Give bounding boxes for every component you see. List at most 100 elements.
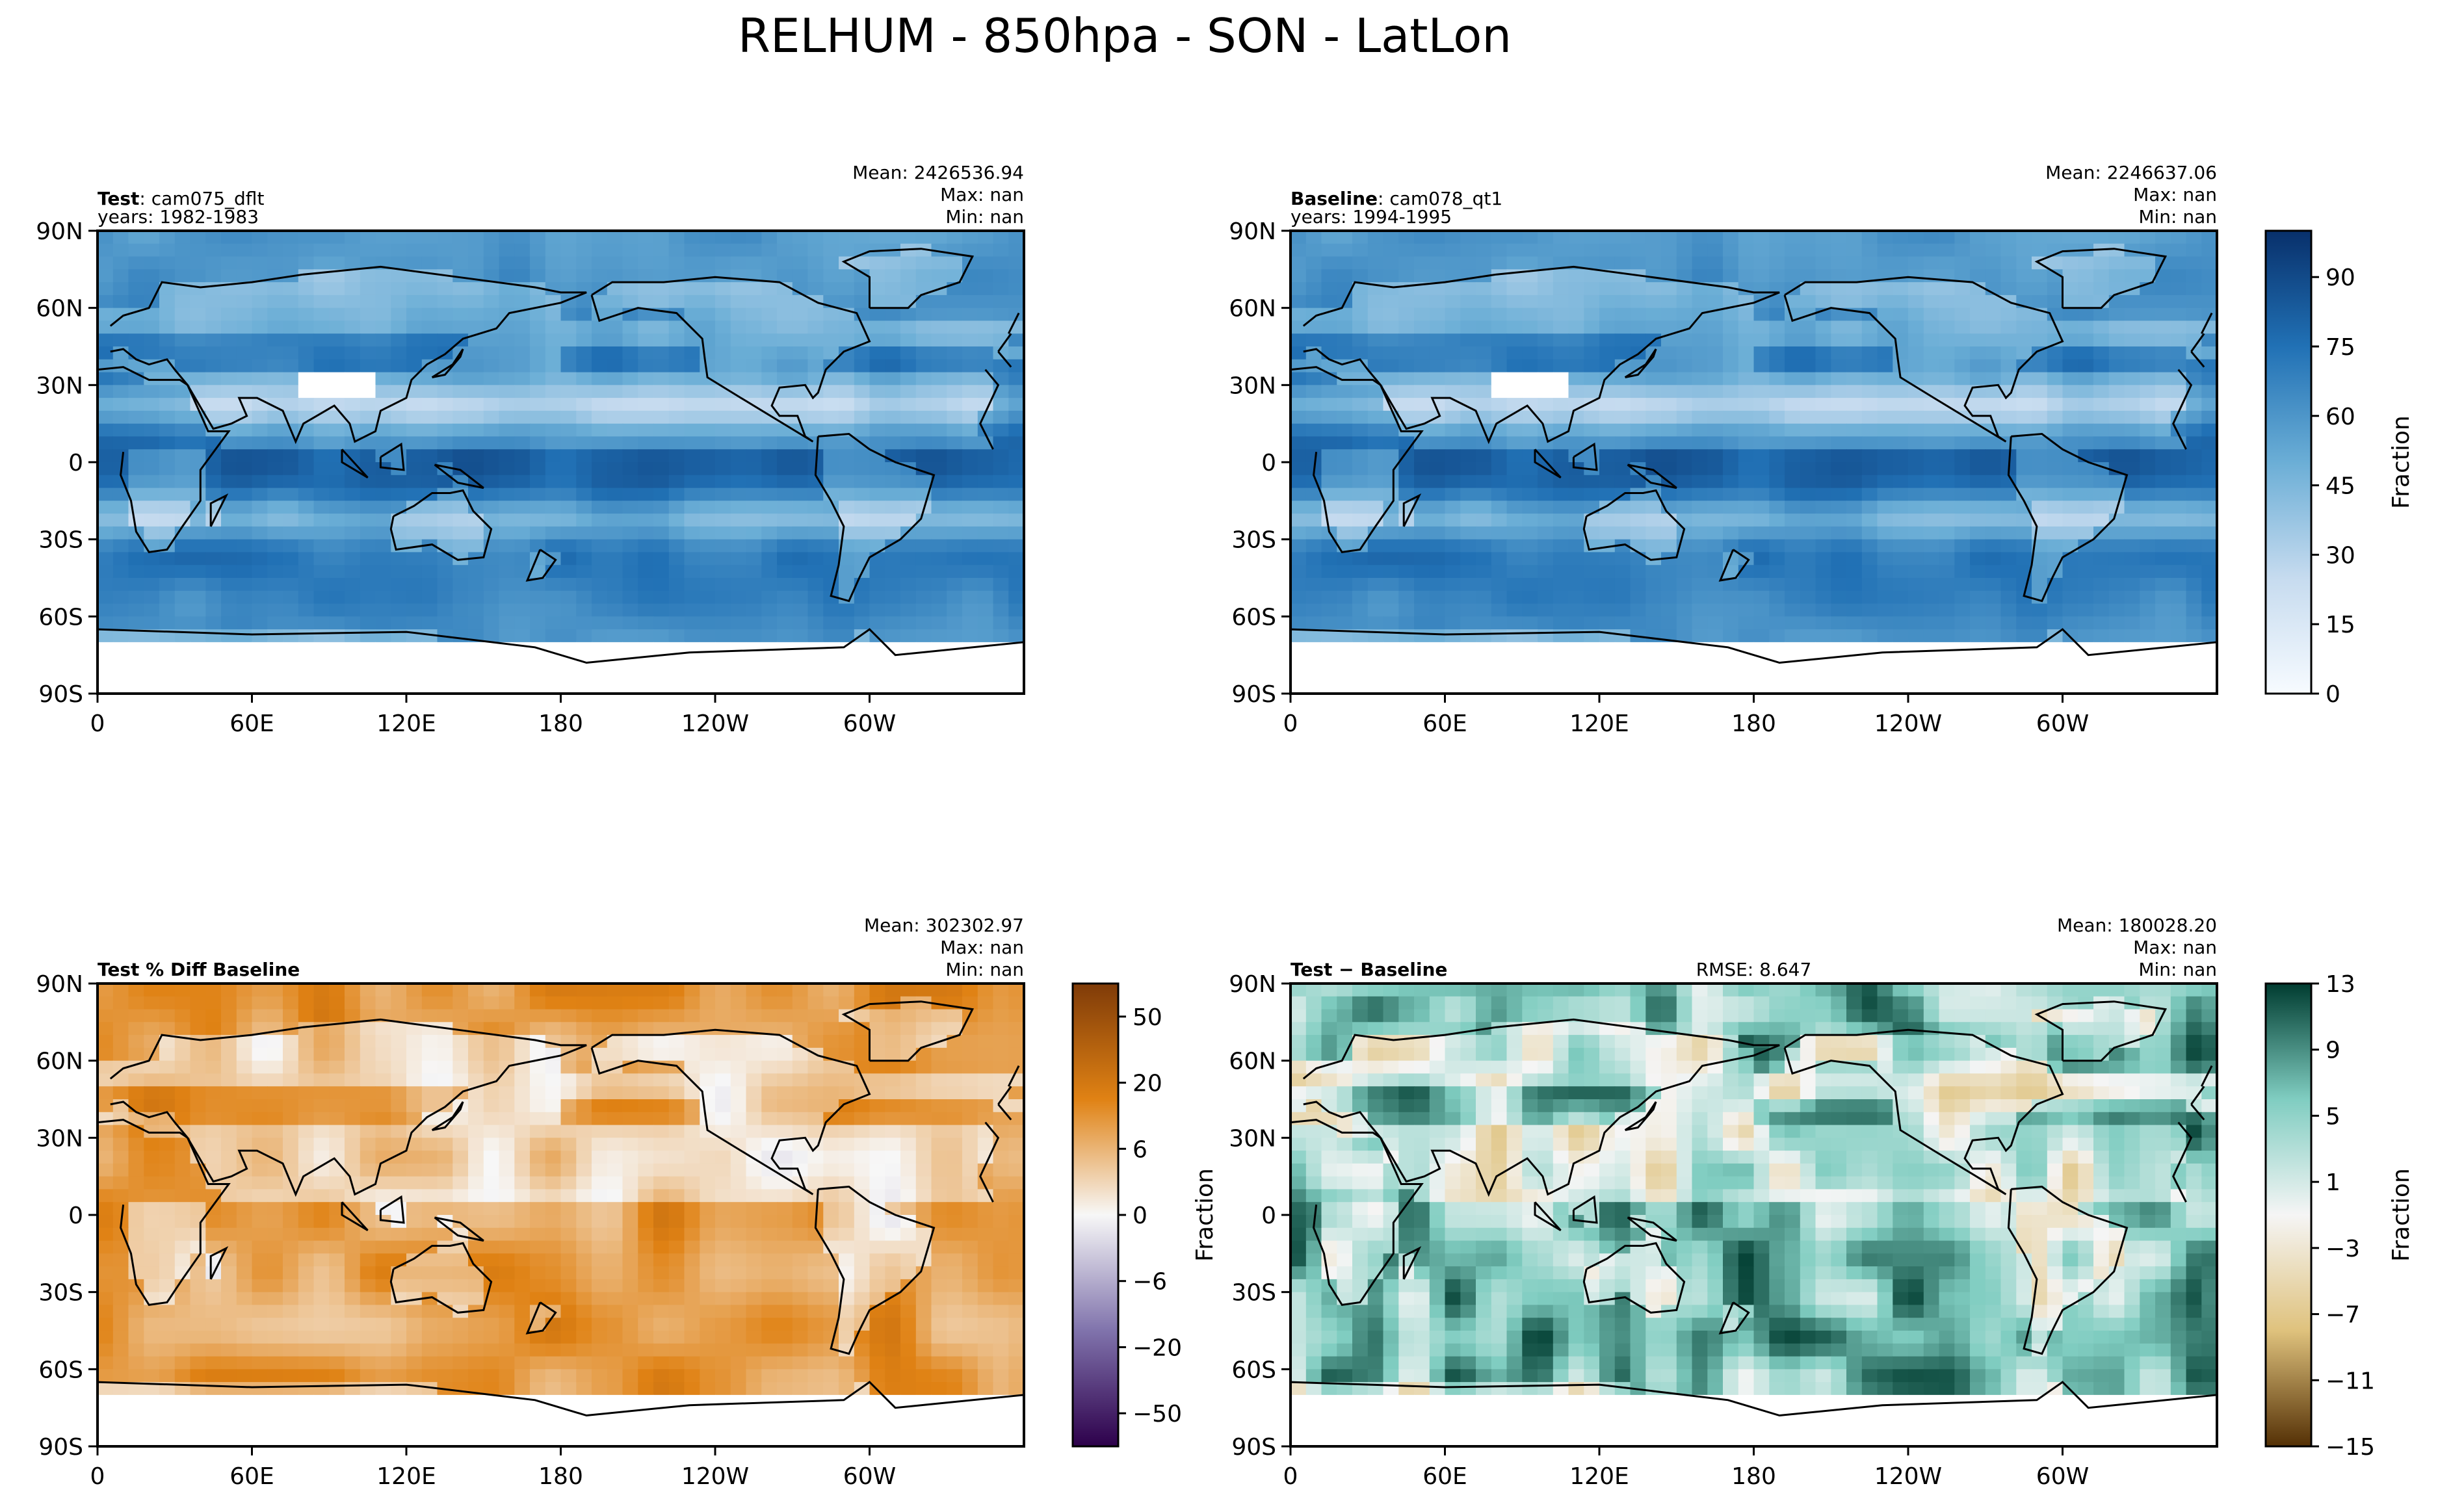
field-cell: [607, 385, 623, 398]
field-cell: [190, 346, 206, 360]
field-cell: [98, 475, 114, 489]
field-cell: [576, 539, 592, 553]
field-cell: [576, 1060, 592, 1075]
field-cell: [1599, 552, 1616, 566]
field-cell: [221, 256, 237, 270]
field-cell: [2000, 359, 2017, 373]
field-cell: [283, 996, 299, 1010]
field-cell: [112, 1099, 129, 1113]
field-cell: [1877, 282, 1893, 296]
field-cell: [236, 1035, 253, 1049]
field-cell: [839, 590, 855, 605]
field-cell: [839, 655, 855, 669]
field-cell: [1337, 488, 1353, 501]
field-cell: [1800, 603, 1816, 617]
field-cell: [931, 423, 947, 437]
field-cell: [807, 514, 824, 527]
field-cell: [283, 1009, 299, 1023]
field-cell: [468, 385, 484, 398]
field-cell: [560, 681, 577, 694]
field-cell: [2016, 462, 2032, 476]
field-cell: [931, 590, 947, 605]
field-cell: [761, 307, 778, 322]
field-cell: [885, 603, 901, 617]
field-cell: [761, 996, 778, 1010]
field-cell: [900, 1086, 917, 1100]
field-cell: [1445, 243, 1461, 257]
field-cell: [144, 488, 160, 501]
field-cell: [545, 243, 562, 257]
field-cell: [112, 1022, 129, 1036]
field-cell: [761, 372, 778, 385]
field-cell: [746, 578, 762, 592]
field-cell: [622, 565, 638, 579]
field-cell: [1815, 449, 1831, 463]
field-cell: [977, 269, 994, 283]
field-cell: [2016, 603, 2032, 617]
field-cell: [777, 475, 793, 489]
field-cell: [900, 372, 917, 385]
field-cell: [823, 526, 839, 540]
field-cell: [576, 501, 592, 514]
field-cell: [2000, 552, 2017, 566]
field-cell: [746, 501, 762, 514]
field-cell: [977, 1035, 994, 1049]
field-cell: [375, 475, 391, 489]
field-cell: [607, 539, 623, 553]
field-cell: [190, 578, 206, 592]
field-cell: [1599, 436, 1616, 450]
field-cell: [313, 526, 330, 540]
field-cell: [514, 359, 531, 373]
field-cell: [977, 1022, 994, 1036]
field-cell: [700, 294, 716, 309]
field-cell: [1352, 526, 1369, 540]
field-cell: [777, 462, 793, 476]
field-cell: [2155, 590, 2171, 605]
field-cell: [792, 629, 809, 643]
field-cell: [715, 320, 731, 334]
field-cell: [1337, 629, 1353, 643]
field-cell: [1753, 231, 1770, 244]
field-cell: [313, 539, 330, 553]
field-cell: [545, 398, 562, 411]
field-cell: [190, 243, 206, 257]
field-cell: [2155, 385, 2171, 398]
field-cell: [345, 231, 361, 244]
field-cell: [947, 552, 963, 566]
field-cell: [375, 423, 391, 437]
field-cell: [869, 398, 885, 411]
field-cell: [715, 514, 731, 527]
field-cell: [2062, 590, 2078, 605]
field-cell: [1429, 668, 1446, 681]
field-cell: [144, 462, 160, 476]
field-cell: [700, 231, 716, 244]
field-cell: [221, 526, 237, 540]
field-cell: [1753, 462, 1770, 476]
field-cell: [128, 243, 144, 257]
field-cell: [1305, 590, 1322, 605]
field-cell: [2155, 578, 2171, 592]
field-cell: [977, 565, 994, 579]
field-cell: [2170, 616, 2187, 630]
field-cell: [1692, 243, 1708, 257]
field-cell: [1460, 488, 1476, 501]
field-cell: [406, 410, 423, 424]
field-cell: [1476, 514, 1492, 527]
field-cell: [1367, 256, 1384, 270]
field-cell: [993, 436, 1009, 450]
field-cell: [730, 488, 747, 501]
field-cell: [468, 616, 484, 630]
field-cell: [1352, 269, 1369, 283]
field-cell: [1429, 243, 1446, 257]
field-cell: [1506, 514, 1523, 527]
field-cell: [777, 668, 793, 681]
field-cell: [947, 603, 963, 617]
field-cell: [622, 372, 638, 385]
field-cell: [1291, 346, 1307, 360]
field-cell: [1970, 256, 1986, 270]
field-cell: [1785, 590, 1801, 605]
field-cell: [607, 1035, 623, 1049]
field-cell: [777, 436, 793, 450]
field-cell: [360, 984, 376, 997]
field-cell: [730, 282, 747, 296]
